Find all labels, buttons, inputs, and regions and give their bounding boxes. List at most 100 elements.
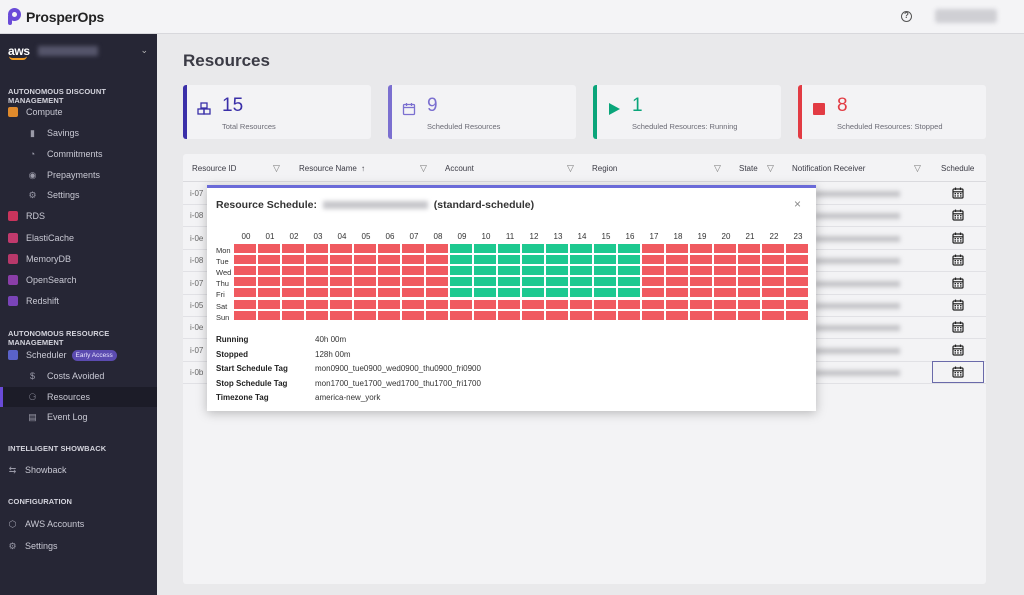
- prosperops-logo[interactable]: ProsperOps: [8, 8, 104, 25]
- schedule-cell-running: [593, 287, 617, 299]
- user-menu[interactable]: [935, 9, 997, 23]
- schedule-cell-stopped: [737, 265, 761, 277]
- hour-label: 17: [649, 232, 659, 241]
- sidebar-item-compute[interactable]: Compute: [0, 102, 157, 122]
- schedule-cell-stopped: [377, 243, 401, 255]
- sidebar-item-memorydb[interactable]: MemoryDB: [0, 249, 157, 269]
- schedule-calendar-icon[interactable]: [952, 254, 964, 266]
- schedule-cell-running: [617, 243, 641, 255]
- account-selector[interactable]: aws ⌄: [8, 43, 148, 60]
- memorydb-icon: [8, 254, 18, 264]
- filter-icon[interactable]: ▽: [714, 163, 721, 173]
- schedule-calendar-icon[interactable]: [952, 366, 964, 378]
- chart-icon: ▤: [28, 411, 37, 422]
- schedule-calendar-icon[interactable]: [952, 344, 964, 356]
- day-label: Fri: [216, 290, 225, 300]
- filter-icon[interactable]: ▽: [914, 163, 921, 173]
- sidebar-item-prepayments[interactable]: ◉ Prepayments: [0, 165, 157, 185]
- sidebar-item-redshift[interactable]: Redshift: [0, 291, 157, 311]
- table-header: Resource ID ▽ Resource Name ↑ ▽ Account …: [183, 154, 986, 182]
- schedule-cell-running: [617, 265, 641, 277]
- help-icon[interactable]: ?: [901, 11, 912, 22]
- resource-id-cell: i-0b: [190, 368, 204, 378]
- day-label: Tue: [216, 257, 229, 267]
- sidebar-item-settings[interactable]: ⚙ Settings: [0, 536, 157, 556]
- hour-label: 13: [553, 232, 563, 241]
- schedule-cell-stopped: [329, 287, 353, 299]
- schedule-cell-stopped: [737, 276, 761, 288]
- schedule-cell-running: [449, 287, 473, 299]
- sidebar-item-compute-settings[interactable]: ⚙ Settings: [0, 185, 157, 205]
- schedule-cell-stopped: [473, 298, 497, 310]
- schedule-cell-running: [569, 243, 593, 255]
- schedule-cell-stopped: [233, 243, 257, 255]
- sidebar-item-commitments[interactable]: ◔ Commitments: [0, 144, 157, 164]
- filter-icon[interactable]: ▽: [567, 163, 574, 173]
- showback-icon: ⇆: [8, 464, 17, 475]
- schedule-cell-running: [569, 254, 593, 266]
- schedule-cell-stopped: [665, 254, 689, 266]
- sidebar-item-opensearch[interactable]: OpenSearch: [0, 270, 157, 290]
- schedule-cell-stopped: [641, 254, 665, 266]
- filter-icon[interactable]: ▽: [420, 163, 427, 173]
- schedule-calendar-icon[interactable]: [952, 321, 964, 333]
- column-header-state[interactable]: State: [739, 164, 758, 173]
- column-header-resource-id[interactable]: Resource ID: [192, 164, 237, 173]
- sidebar-item-elasticache[interactable]: ElastiCache: [0, 228, 157, 248]
- schedule-cell-stopped: [785, 254, 809, 266]
- schedule-cell-stopped: [713, 309, 737, 321]
- sidebar-item-savings[interactable]: ▮ Savings: [0, 123, 157, 143]
- schedule-cell-stopped: [233, 265, 257, 277]
- sidebar-item-scheduler[interactable]: Scheduler Early Access: [0, 345, 157, 365]
- schedule-calendar-icon[interactable]: [952, 209, 964, 221]
- hour-label: 06: [385, 232, 395, 241]
- schedule-cell-running: [449, 265, 473, 277]
- column-header-notification-receiver[interactable]: Notification Receiver: [792, 164, 866, 173]
- schedule-calendar-icon[interactable]: [952, 299, 964, 311]
- compute-icon: [8, 107, 18, 117]
- sidebar-item-resources[interactable]: ⚆ Resources: [0, 387, 157, 407]
- hour-label: 08: [433, 232, 443, 241]
- schedule-cell-stopped: [593, 298, 617, 310]
- filter-icon[interactable]: ▽: [273, 163, 280, 173]
- schedule-cell-stopped: [281, 265, 305, 277]
- schedule-cell-stopped: [281, 309, 305, 321]
- sort-up-icon[interactable]: ↑: [361, 164, 365, 173]
- filter-icon[interactable]: ▽: [767, 163, 774, 173]
- column-header-schedule[interactable]: Schedule: [941, 164, 975, 173]
- sidebar-item-costs-avoided[interactable]: $ Costs Avoided: [0, 366, 157, 386]
- sidebar-item-aws-accounts[interactable]: ⬡ AWS Accounts: [0, 514, 157, 534]
- close-icon[interactable]: ×: [794, 197, 802, 211]
- sidebar-item-event-log[interactable]: ▤ Event Log: [0, 407, 157, 427]
- column-header-region[interactable]: Region: [592, 164, 618, 173]
- schedule-cell-running: [545, 254, 569, 266]
- schedule-calendar-icon[interactable]: [952, 187, 964, 199]
- schedule-calendar-icon[interactable]: [952, 277, 964, 289]
- schedule-cell-stopped: [665, 298, 689, 310]
- column-header-resource-name[interactable]: Resource Name: [299, 164, 357, 173]
- schedule-cell-running: [449, 254, 473, 266]
- schedule-cell-stopped: [401, 298, 425, 310]
- info-value: america-new_york: [315, 393, 381, 403]
- schedule-cell-stopped: [569, 298, 593, 310]
- schedule-calendar-icon[interactable]: [952, 232, 964, 244]
- sidebar-item-label: ElastiCache: [26, 233, 75, 243]
- section-intelligent-showback: INTELLIGENT SHOWBACK: [8, 444, 107, 453]
- resource-id-cell: i-0e: [190, 233, 204, 243]
- clock-icon: ◔: [29, 148, 36, 159]
- section-autonomous-resource: AUTONOMOUS RESOURCE MANAGEMENT: [8, 329, 110, 347]
- schedule-cell-running: [521, 276, 545, 288]
- schedule-cell-running: [545, 276, 569, 288]
- schedule-grid: [233, 243, 809, 321]
- schedule-cell-running: [449, 243, 473, 255]
- schedule-cell-stopped: [233, 309, 257, 321]
- sidebar-item-rds[interactable]: RDS: [0, 206, 157, 226]
- resource-id-cell: i-07: [190, 345, 204, 355]
- schedule-cell-stopped: [353, 309, 377, 321]
- schedule-cell-stopped: [329, 265, 353, 277]
- column-header-account[interactable]: Account: [445, 164, 474, 173]
- rds-icon: [8, 211, 18, 221]
- sidebar-item-showback[interactable]: ⇆ Showback: [0, 460, 157, 480]
- schedule-cell-running: [545, 287, 569, 299]
- hour-label: 15: [601, 232, 611, 241]
